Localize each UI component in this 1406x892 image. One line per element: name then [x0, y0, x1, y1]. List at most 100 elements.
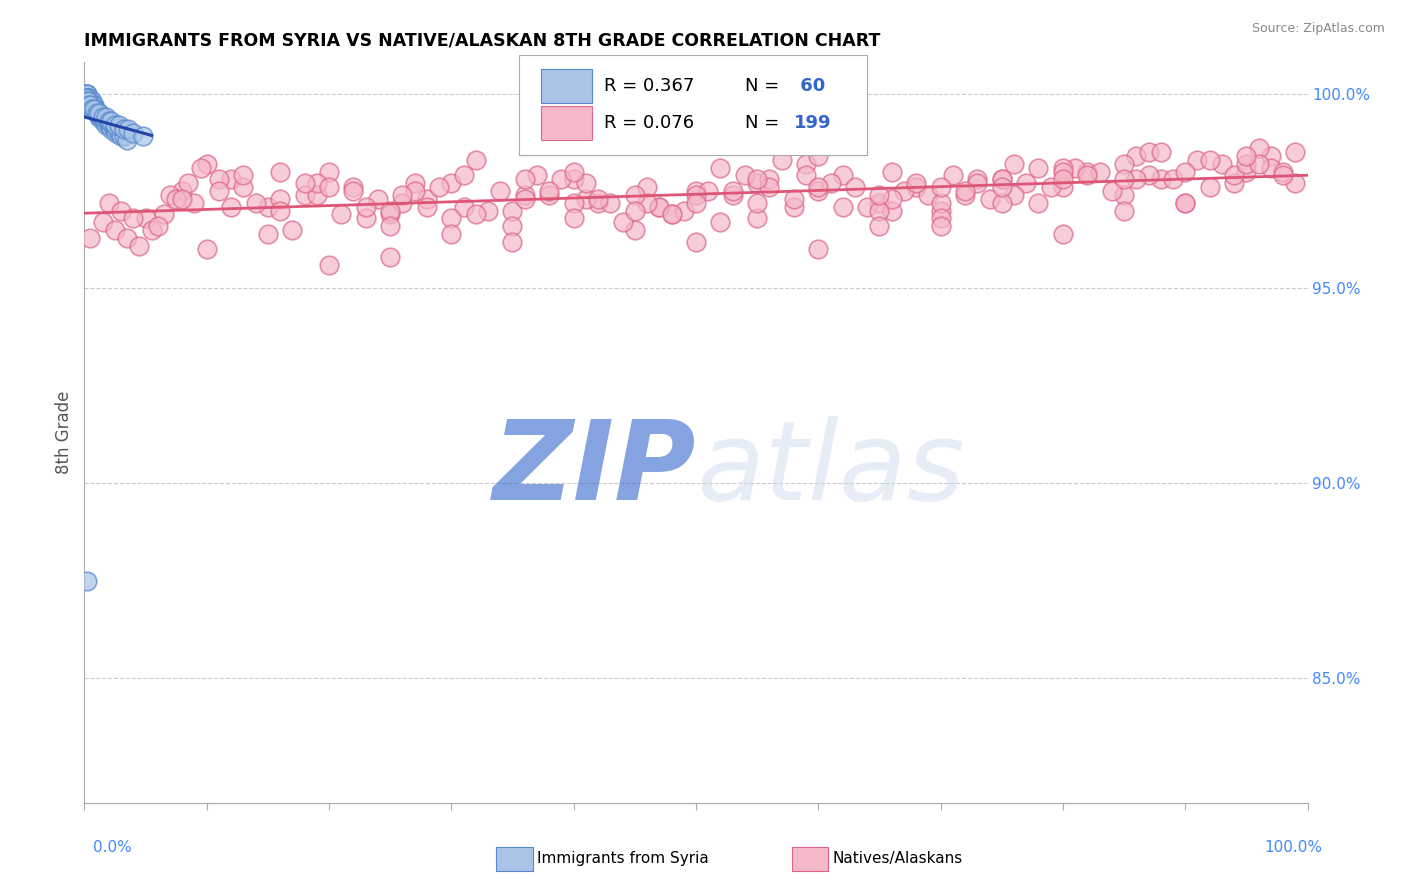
- Point: [1211, 157, 1233, 171]
- Point: [141, 223, 163, 237]
- Point: [82, 98, 104, 112]
- Point: [929, 211, 952, 226]
- Point: [104, 121, 127, 136]
- Point: [1137, 145, 1160, 159]
- Point: [122, 126, 145, 140]
- Y-axis label: 8th Grade: 8th Grade: [55, 391, 73, 475]
- Text: R = 0.367: R = 0.367: [605, 77, 695, 95]
- Point: [770, 153, 793, 167]
- Point: [929, 180, 952, 194]
- Point: [257, 227, 280, 241]
- Point: [80, 102, 103, 116]
- FancyBboxPatch shape: [541, 106, 592, 140]
- Point: [538, 184, 561, 198]
- Point: [1260, 161, 1282, 175]
- Point: [869, 219, 891, 233]
- Point: [991, 180, 1014, 194]
- Point: [1174, 195, 1197, 210]
- Point: [77, 90, 100, 104]
- Point: [83, 102, 105, 116]
- Text: ZIP: ZIP: [492, 417, 696, 523]
- Text: 100.0%: 100.0%: [1264, 840, 1323, 855]
- Point: [1284, 145, 1306, 159]
- Point: [75, 87, 97, 101]
- Point: [208, 172, 231, 186]
- Point: [1150, 172, 1173, 186]
- Point: [1076, 169, 1098, 183]
- Point: [453, 169, 475, 183]
- Point: [380, 203, 402, 218]
- Point: [991, 195, 1014, 210]
- Point: [624, 203, 647, 218]
- Point: [502, 219, 524, 233]
- Point: [1198, 153, 1220, 167]
- Point: [550, 172, 572, 186]
- Text: 0.0%: 0.0%: [93, 840, 132, 855]
- Point: [661, 207, 683, 221]
- Point: [783, 200, 806, 214]
- Point: [966, 176, 988, 190]
- Point: [1272, 164, 1295, 178]
- Point: [966, 172, 988, 186]
- Point: [77, 95, 100, 109]
- Point: [1052, 161, 1074, 175]
- Point: [97, 114, 120, 128]
- Point: [856, 200, 879, 214]
- Point: [404, 176, 426, 190]
- Point: [342, 184, 364, 198]
- Point: [1137, 169, 1160, 183]
- Point: [844, 180, 866, 194]
- Point: [112, 129, 135, 144]
- Point: [318, 164, 340, 178]
- Point: [1052, 227, 1074, 241]
- Point: [257, 200, 280, 214]
- Point: [929, 195, 952, 210]
- Point: [794, 169, 817, 183]
- Point: [1114, 157, 1136, 171]
- Point: [104, 223, 127, 237]
- Point: [75, 87, 97, 101]
- Point: [195, 157, 218, 171]
- Point: [75, 90, 97, 104]
- Point: [165, 192, 187, 206]
- Point: [96, 110, 118, 124]
- Point: [87, 110, 110, 124]
- Point: [219, 172, 242, 186]
- Point: [1039, 180, 1062, 194]
- Point: [636, 195, 658, 210]
- Point: [117, 121, 139, 136]
- Point: [953, 188, 976, 202]
- Point: [1002, 188, 1025, 202]
- Point: [342, 180, 364, 194]
- Point: [107, 118, 129, 132]
- Point: [281, 223, 304, 237]
- Point: [747, 176, 769, 190]
- Point: [905, 176, 928, 190]
- Point: [685, 184, 707, 198]
- Point: [513, 172, 536, 186]
- Point: [77, 90, 100, 104]
- Point: [1114, 203, 1136, 218]
- FancyBboxPatch shape: [519, 55, 868, 155]
- Point: [83, 98, 105, 112]
- Text: Immigrants from Syria: Immigrants from Syria: [537, 851, 709, 865]
- Point: [624, 188, 647, 202]
- Point: [1223, 176, 1246, 190]
- Point: [1114, 172, 1136, 186]
- Point: [1247, 141, 1270, 155]
- Point: [89, 110, 111, 124]
- Point: [953, 184, 976, 198]
- Point: [636, 180, 658, 194]
- Point: [575, 192, 598, 206]
- Point: [183, 195, 205, 210]
- Point: [416, 200, 439, 214]
- Point: [100, 114, 122, 128]
- Point: [96, 118, 118, 132]
- Point: [685, 235, 707, 249]
- Point: [1150, 145, 1173, 159]
- Point: [80, 95, 103, 109]
- Point: [502, 235, 524, 249]
- Point: [440, 227, 463, 241]
- Point: [104, 118, 127, 132]
- Point: [380, 207, 402, 221]
